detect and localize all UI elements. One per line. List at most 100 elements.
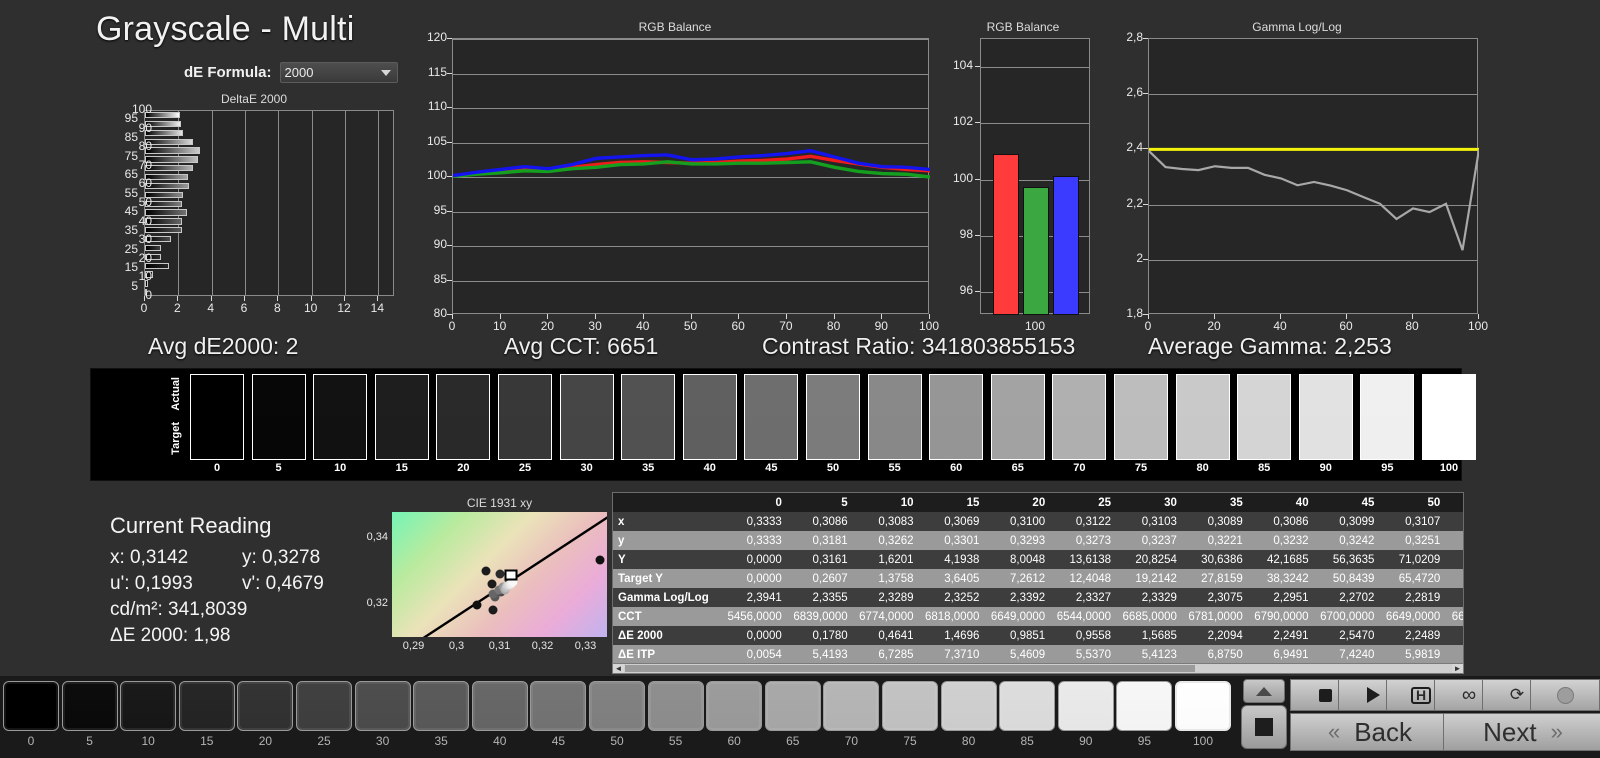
table-cell: 0,2607 bbox=[786, 569, 853, 588]
bottom-patch-swatch[interactable] bbox=[530, 681, 587, 731]
tick-mark bbox=[1143, 314, 1148, 315]
table-cell: 0,0000 bbox=[721, 626, 787, 645]
table-cell: 6839,0000 bbox=[786, 607, 853, 626]
bottom-patch-swatch[interactable] bbox=[764, 681, 821, 731]
tick-mark bbox=[547, 314, 549, 319]
table-horizontal-scrollbar[interactable]: ◄ ► bbox=[612, 663, 1464, 674]
stat-contrast-ratio: Contrast Ratio: 341803855153 bbox=[762, 333, 1076, 359]
tick-mark bbox=[881, 314, 883, 319]
stop-square-button[interactable] bbox=[1241, 705, 1287, 749]
patch-target-half bbox=[807, 417, 859, 459]
bottom-patch-swatch[interactable] bbox=[237, 681, 294, 731]
target-button[interactable] bbox=[1530, 679, 1600, 711]
scroll-right-arrow-icon[interactable]: ► bbox=[1452, 664, 1463, 673]
bottom-patch-swatch[interactable] bbox=[647, 681, 704, 731]
bottom-patch-swatch[interactable] bbox=[823, 681, 880, 731]
patch-label: 85 bbox=[1258, 462, 1271, 474]
patch-actual-half bbox=[1238, 375, 1291, 417]
rgb-balance-line-plot-area bbox=[452, 38, 930, 314]
table-cell: 0,1780 bbox=[786, 626, 853, 645]
table-cell: 5,4123 bbox=[1116, 645, 1182, 664]
patch-label: 5 bbox=[275, 462, 282, 474]
cie-measurement-point bbox=[481, 566, 491, 576]
gridline bbox=[1149, 204, 1477, 206]
x-axis-tick-label: 40 bbox=[636, 319, 650, 333]
reading-de2000: ΔE 2000: 1,98 bbox=[110, 625, 231, 646]
rgb-bar-red bbox=[993, 154, 1019, 315]
table-cell: 71,0209 bbox=[1379, 550, 1446, 569]
y-axis-tick-label: 102 bbox=[952, 114, 973, 129]
x-axis-tick-label: 2 bbox=[173, 301, 181, 315]
table-cell: 0,0054 bbox=[721, 645, 787, 664]
bottom-patch-swatch[interactable] bbox=[1175, 681, 1231, 731]
cie-x-tick-label: 0,3 bbox=[448, 640, 465, 652]
bottom-patch-swatch[interactable] bbox=[1116, 681, 1173, 731]
patch-target-half bbox=[1176, 417, 1229, 459]
y-axis-tick-label: 104 bbox=[952, 58, 973, 73]
bottom-patch-label: 25 bbox=[317, 734, 331, 748]
scrollbar-thumb[interactable] bbox=[625, 665, 1195, 672]
x-axis-tick-label: 10 bbox=[303, 301, 318, 315]
y-axis-tick-label: 1,8 bbox=[1126, 306, 1143, 320]
y-axis-tick-label: 2,8 bbox=[1126, 30, 1143, 44]
reading-x: x: 0,3142 bbox=[110, 547, 189, 568]
bottom-patch-swatch[interactable] bbox=[1057, 681, 1114, 731]
bottom-patch-swatch[interactable] bbox=[61, 681, 118, 731]
table-row: Gamma Log/Log 2,3941 2,3355 2,3289 2,3252 2,3… bbox=[613, 588, 1463, 607]
patch-label: 65 bbox=[1011, 462, 1024, 474]
table-cell: 6649,0000 bbox=[984, 607, 1051, 626]
table-cell: 6774,0000 bbox=[852, 607, 919, 626]
bottom-patch-swatch[interactable] bbox=[354, 681, 411, 731]
tick-mark bbox=[447, 210, 452, 212]
tick-mark bbox=[244, 296, 245, 301]
bottom-patch-label: 80 bbox=[961, 734, 976, 748]
bottom-patch-swatch[interactable] bbox=[706, 681, 763, 731]
bottom-patch-label: 85 bbox=[1020, 734, 1034, 748]
collapse-button[interactable] bbox=[1243, 679, 1285, 703]
deltae-bar bbox=[145, 191, 184, 199]
gridline bbox=[453, 246, 928, 247]
table-cell: 5,5370 bbox=[1050, 645, 1117, 664]
bottom-patch-swatch[interactable] bbox=[120, 681, 177, 731]
table-cell: 0,9558 bbox=[1050, 626, 1117, 645]
patch-actual-half bbox=[930, 375, 983, 417]
x-axis-tick-label: 20 bbox=[1207, 319, 1221, 333]
bottom-patch-swatch[interactable] bbox=[940, 681, 997, 731]
bottom-patch-swatch[interactable] bbox=[413, 681, 470, 731]
back-label: Back bbox=[1354, 716, 1413, 747]
patch-label: 60 bbox=[950, 462, 963, 474]
bottom-patch-swatch[interactable] bbox=[471, 681, 528, 731]
table-cell: 2,3392 bbox=[984, 588, 1051, 607]
scroll-left-arrow-icon[interactable]: ◄ bbox=[613, 664, 624, 673]
table-cell: 27,8159 bbox=[1181, 569, 1248, 588]
table-cell: 0,3111 bbox=[1445, 512, 1463, 531]
bottom-patch-swatch[interactable] bbox=[999, 681, 1056, 731]
gridline bbox=[245, 111, 246, 295]
cie-x-tick-label: 0,31 bbox=[488, 640, 511, 652]
table-cell: 6623,0000 bbox=[1445, 607, 1463, 626]
bottom-patch-swatch[interactable] bbox=[296, 681, 352, 731]
bottom-patch-swatch[interactable] bbox=[882, 681, 938, 731]
column-header: 50 bbox=[1379, 493, 1446, 512]
cie-y-tick-label: 0,32 bbox=[366, 597, 388, 610]
bottom-patch-swatch[interactable] bbox=[589, 681, 645, 731]
grayscale-patch bbox=[1114, 374, 1168, 460]
deltae-chart: DeltaE 2000 0 2 4 6 8 10 12 14 100 95 90 85 80 75 70 65… bbox=[104, 92, 404, 322]
y-axis-tick-label: 30 bbox=[138, 232, 152, 247]
bottom-patch-swatch[interactable] bbox=[178, 681, 235, 731]
rgb-balance-line-title: RGB Balance bbox=[638, 20, 712, 34]
next-button[interactable]: Next » bbox=[1443, 713, 1600, 751]
stat-average-gamma: Average Gamma: 2,253 bbox=[1148, 333, 1392, 359]
cie-plot-area bbox=[392, 512, 607, 637]
column-header: 0 bbox=[721, 493, 787, 512]
tick-mark bbox=[144, 296, 145, 301]
bottom-patch-swatch[interactable] bbox=[3, 681, 59, 731]
tick-mark bbox=[595, 314, 597, 319]
back-button[interactable]: « Back bbox=[1290, 713, 1450, 751]
y-axis-tick-label: 80 bbox=[433, 306, 447, 320]
de-formula-select[interactable]: 2000 bbox=[279, 62, 398, 83]
row-header: ΔE ITP bbox=[613, 645, 721, 664]
table-cell: 0,0000 bbox=[721, 550, 787, 569]
tick-mark bbox=[1412, 314, 1413, 319]
